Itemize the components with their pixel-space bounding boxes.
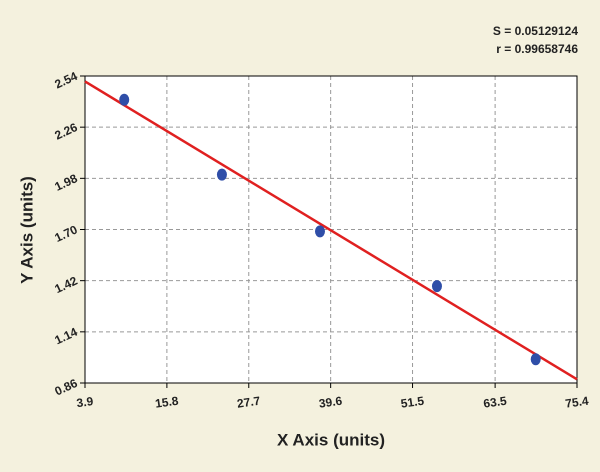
data-point — [216, 168, 227, 181]
annotation: r = 0.99658746 — [496, 42, 578, 56]
x-tick-label: 27.7 — [236, 394, 261, 411]
x-tick-label: 39.6 — [318, 394, 343, 411]
plot-border — [84, 75, 578, 384]
annotation: S = 0.05129124 — [493, 24, 578, 38]
data-point — [119, 93, 130, 106]
x-tick-label: 15.8 — [154, 394, 179, 411]
x-tick-label: 51.5 — [400, 394, 425, 411]
data-point — [314, 225, 325, 238]
x-axis-label: X Axis (units) — [277, 430, 385, 449]
x-tick-label: 3.9 — [76, 394, 95, 410]
data-point — [530, 353, 541, 366]
x-tick-label: 63.5 — [482, 394, 507, 411]
y-axis-label: Y Axis (units) — [17, 176, 36, 284]
x-tick-label: 75.4 — [564, 394, 589, 411]
data-point — [431, 280, 442, 293]
fit-line — [84, 80, 578, 381]
